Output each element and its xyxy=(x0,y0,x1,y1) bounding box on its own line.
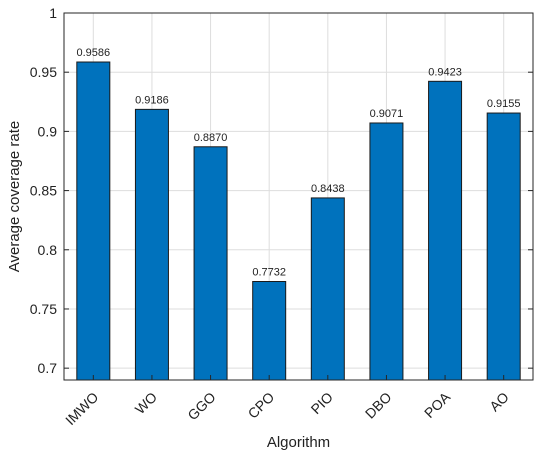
data-label-dbo: 0.9071 xyxy=(370,108,404,120)
y-tick-label: 0.95 xyxy=(30,64,57,80)
bar-poa xyxy=(428,80,463,381)
y-ticks-layer: 0.7 0.75 0.8 0.85 0.9 0.95 1 xyxy=(30,5,533,376)
grid-layer xyxy=(64,12,533,380)
y-tick-label: 0.9 xyxy=(38,123,58,139)
bar-dbo xyxy=(369,122,404,381)
bar-cpo xyxy=(252,281,287,381)
y-tick-label: 1 xyxy=(49,5,57,21)
x-tick-label-ao: AO xyxy=(486,389,512,415)
data-label-imwo: 0.9586 xyxy=(76,47,110,59)
bar-imwo xyxy=(76,61,111,381)
x-tick-label-imwo: IMWO xyxy=(62,389,101,428)
data-label-poa: 0.9423 xyxy=(428,66,462,78)
data-labels-layer: 0.9586 0.9186 0.8870 0.7732 0.8438 0.9071 0.94… xyxy=(76,47,520,278)
bar-ggo xyxy=(193,146,228,381)
data-label-wo: 0.9186 xyxy=(135,94,169,106)
bars-layer xyxy=(76,61,521,381)
y-axis-title: Average coverage rate xyxy=(6,121,23,273)
bar-wo xyxy=(134,108,169,381)
y-tick-label: 0.75 xyxy=(30,301,57,317)
y-tick-label: 0.8 xyxy=(38,242,58,258)
x-tick-label-dbo: DBO xyxy=(362,389,395,422)
data-label-ggo: 0.8870 xyxy=(194,132,228,144)
x-ticks-layer: IMWO WO GGO CPO PIO DBO POA AO xyxy=(62,375,512,428)
x-axis-title: Algorithm xyxy=(267,434,330,451)
data-label-cpo: 0.7732 xyxy=(252,267,286,279)
x-tick-label-ggo: GGO xyxy=(184,389,218,423)
y-tick-label: 0.7 xyxy=(38,360,58,376)
data-label-pio: 0.8438 xyxy=(311,183,345,195)
x-tick-label-wo: WO xyxy=(132,389,160,417)
plot-frame xyxy=(63,12,534,381)
bar-pio xyxy=(310,197,345,381)
x-tick-label-poa: POA xyxy=(421,388,454,421)
bar-ao xyxy=(486,112,521,381)
x-tick-label-cpo: CPO xyxy=(245,389,278,422)
data-label-ao: 0.9155 xyxy=(487,98,521,110)
y-tick-label: 0.85 xyxy=(30,183,57,199)
x-tick-label-pio: PIO xyxy=(308,389,336,417)
